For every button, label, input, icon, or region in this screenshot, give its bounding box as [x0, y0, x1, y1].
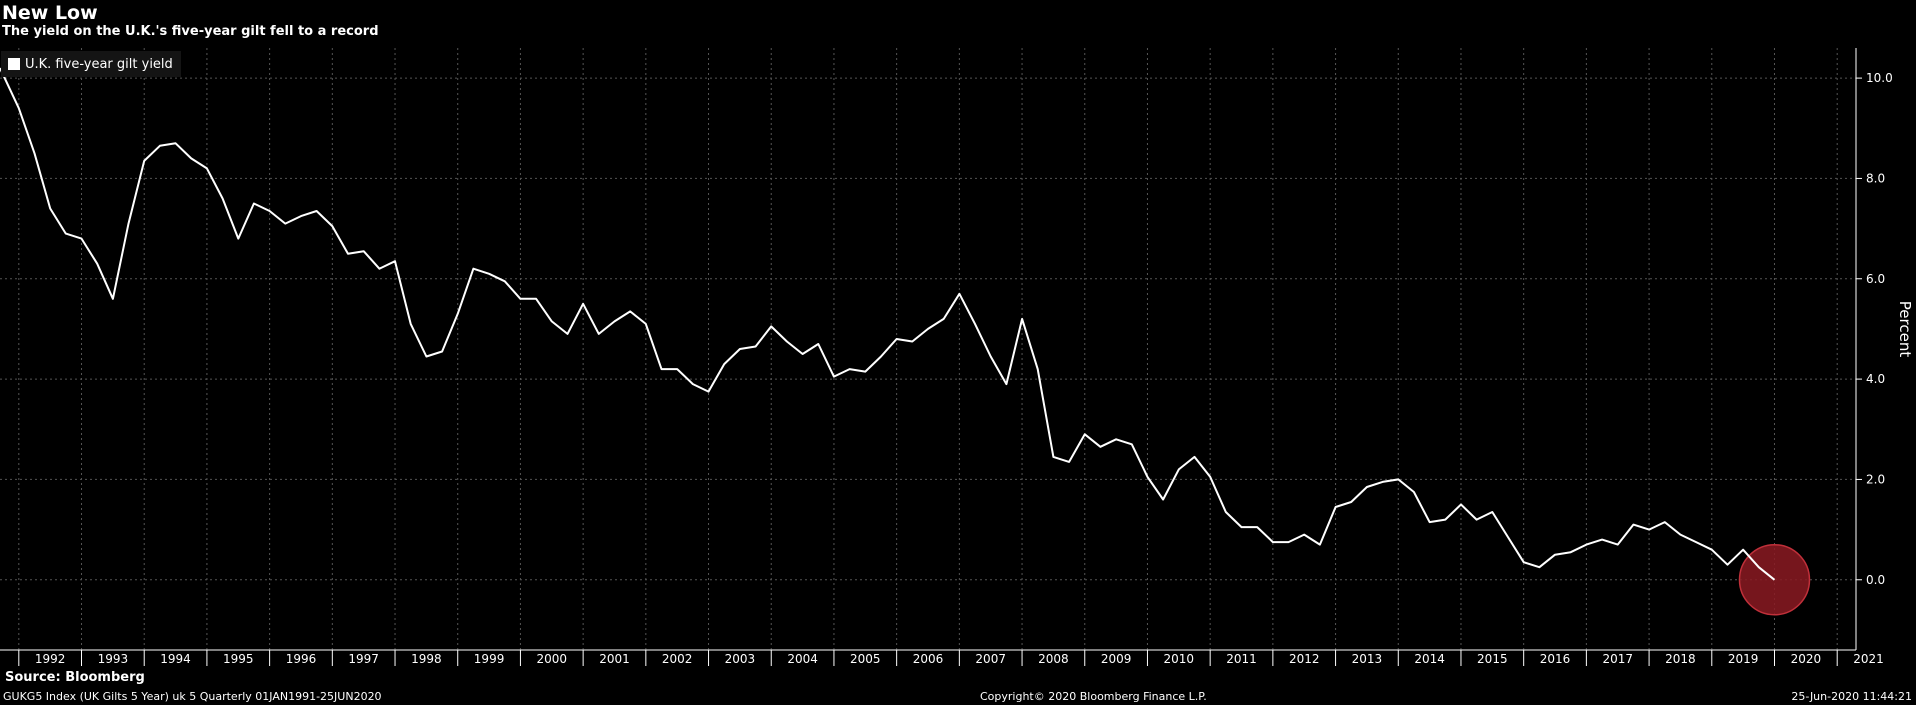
x-tick-label: 2009 [1101, 652, 1132, 666]
timestamp: 25-Jun-2020 11:44:21 [1791, 690, 1912, 703]
series-line-uk-five-year-gilt-yield [0, 67, 1776, 581]
x-tick-label: 2000 [537, 652, 568, 666]
x-tick-label: 2019 [1728, 652, 1759, 666]
x-tick-label: 2003 [725, 652, 756, 666]
x-tick-label: 1995 [223, 652, 254, 666]
y-tick-label: 8.0 [1866, 171, 1885, 185]
x-tick-label: 2015 [1477, 652, 1508, 666]
x-tick-label: 2008 [1038, 652, 1069, 666]
y-tick-label: 0.0 [1866, 573, 1885, 587]
x-tick-label: 1998 [411, 652, 442, 666]
x-tick-label: 2016 [1540, 652, 1571, 666]
legend: U.K. five-year gilt yield [1, 51, 181, 77]
x-tick-label: 1994 [160, 652, 191, 666]
y-axis-label: Percent [1896, 301, 1914, 358]
x-tick-label: 2020 [1791, 652, 1822, 666]
x-tick-label: 2018 [1665, 652, 1696, 666]
index-description: GUKG5 Index (UK Gilts 5 Year) uk 5 Quart… [3, 690, 382, 703]
x-tick-label: 2001 [599, 652, 630, 666]
x-tick-label: 2005 [850, 652, 881, 666]
x-tick-label: 2021 [1853, 652, 1884, 666]
legend-label: U.K. five-year gilt yield [25, 56, 173, 72]
legend-swatch [8, 58, 20, 70]
x-tick-label: 2017 [1602, 652, 1633, 666]
x-tick-label: 2010 [1164, 652, 1195, 666]
x-tick-label: 1996 [286, 652, 317, 666]
x-tick-label: 2004 [787, 652, 818, 666]
x-tick-label: 2013 [1352, 652, 1383, 666]
x-tick-label: 2011 [1226, 652, 1257, 666]
y-tick-label: 10.0 [1866, 71, 1893, 85]
x-tick-label: 1993 [98, 652, 129, 666]
x-tick-label: 2006 [913, 652, 944, 666]
y-tick-label: 2.0 [1866, 472, 1885, 486]
source-note: Source: Bloomberg [5, 670, 145, 685]
x-tick-label: 2007 [975, 652, 1006, 666]
x-tick-label: 1999 [474, 652, 505, 666]
x-tick-label: 2012 [1289, 652, 1320, 666]
copyright-note: Copyright© 2020 Bloomberg Finance L.P. [980, 690, 1207, 703]
x-tick-label: 2014 [1414, 652, 1445, 666]
chart-title: New Low [2, 2, 98, 24]
y-tick-label: 4.0 [1866, 372, 1885, 386]
y-tick-label: 6.0 [1866, 272, 1885, 286]
chart-subtitle: The yield on the U.K.'s five-year gilt f… [2, 24, 379, 39]
x-tick-label: 1997 [348, 652, 379, 666]
x-tick-label: 1992 [35, 652, 66, 666]
x-tick-label: 2002 [662, 652, 693, 666]
